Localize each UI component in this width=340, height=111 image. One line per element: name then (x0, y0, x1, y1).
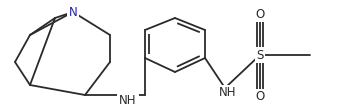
Text: O: O (255, 8, 265, 21)
Text: NH: NH (119, 93, 137, 106)
Text: N: N (69, 6, 78, 19)
Text: S: S (256, 49, 264, 61)
Text: O: O (255, 90, 265, 103)
Text: NH: NH (219, 86, 237, 99)
